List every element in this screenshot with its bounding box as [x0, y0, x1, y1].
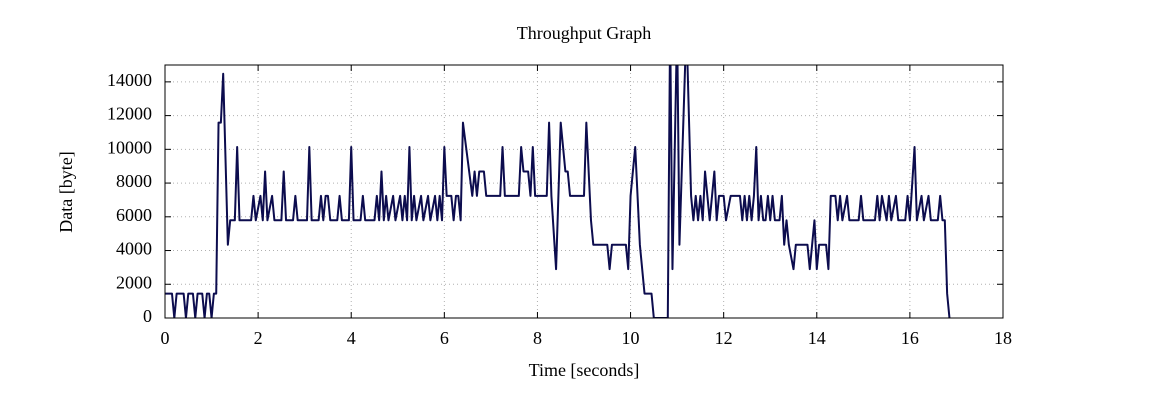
y-tick-label: 0 — [143, 306, 152, 326]
x-tick-label: 2 — [254, 328, 263, 348]
y-tick-label: 2000 — [116, 272, 152, 292]
x-tick-label: 16 — [901, 328, 919, 348]
y-axis-label: Data [byte] — [56, 151, 76, 232]
x-tick-label: 12 — [715, 328, 733, 348]
plot-area — [165, 65, 951, 318]
x-axis-label: Time [seconds] — [529, 360, 640, 380]
y-tick-label: 12000 — [107, 104, 152, 124]
y-tick-label: 14000 — [107, 70, 152, 90]
x-tick-label: 4 — [347, 328, 356, 348]
x-tick-label: 6 — [440, 328, 449, 348]
plot-border — [164, 64, 1004, 319]
y-tick-label: 8000 — [116, 171, 152, 191]
y-tick-label: 4000 — [116, 239, 152, 259]
x-tick-label: 14 — [808, 328, 826, 348]
x-tick-label: 0 — [161, 328, 170, 348]
y-tick-label: 6000 — [116, 205, 152, 225]
x-tick-label: 18 — [994, 328, 1012, 348]
y-tick-label: 10000 — [107, 137, 152, 157]
x-tick-label: 8 — [533, 328, 542, 348]
chart-title: Throughput Graph — [517, 23, 651, 43]
data-line — [165, 65, 951, 318]
x-tick-label: 10 — [622, 328, 640, 348]
